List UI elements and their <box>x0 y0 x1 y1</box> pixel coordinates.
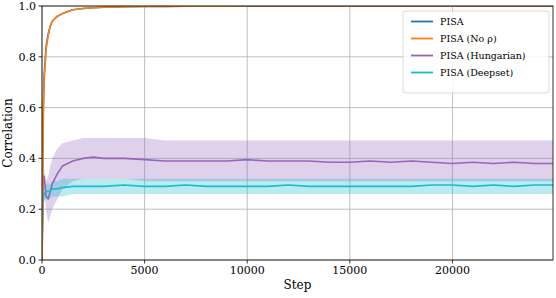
x-tick <box>452 260 453 264</box>
x-tick-label: 10000 <box>230 264 265 277</box>
legend-swatch <box>411 55 433 57</box>
x-grid-line <box>247 6 248 260</box>
y-grid-line <box>42 209 553 210</box>
y-tick <box>39 209 43 210</box>
y-tick <box>39 158 43 159</box>
x-grid-line <box>144 6 145 260</box>
chart-svg: 0 5000 10000 15000 20000 0.0 0.2 0.4 0.6 0.8 1.0 St… <box>0 0 556 298</box>
y-tick-label: 0.6 <box>19 102 37 115</box>
series-line <box>42 6 553 260</box>
x-grid-line <box>349 6 350 260</box>
y-tick-label: 1.0 <box>19 0 37 13</box>
legend-label: PISA (Hungarian) <box>440 50 526 61</box>
legend-label: PISA (Deepset) <box>440 67 513 78</box>
series-line <box>42 185 553 260</box>
series-line <box>42 157 553 260</box>
x-tick-label: 15000 <box>332 264 367 277</box>
x-tick <box>42 260 43 264</box>
band <box>42 138 553 260</box>
plot-frame <box>42 6 553 260</box>
x-tick <box>144 260 145 264</box>
x-tick-label: 20000 <box>435 264 470 277</box>
series-line <box>42 6 553 260</box>
legend-label: PISA <box>440 16 464 27</box>
y-tick <box>39 107 43 108</box>
legend-swatch <box>411 38 433 40</box>
x-tick-label: 5000 <box>131 264 159 277</box>
legend: PISA PISA (No ρ) PISA (Hungarian) PISA (Dee… <box>403 11 549 93</box>
x-tick <box>247 260 248 264</box>
y-tick-label: 0.2 <box>19 203 37 216</box>
x-tick-label: 0 <box>39 264 46 277</box>
y-grid-line <box>42 107 553 108</box>
legend-label: PISA (No ρ) <box>440 33 497 44</box>
legend-swatch <box>411 21 433 23</box>
legend-box <box>403 11 549 93</box>
x-tick <box>349 260 350 264</box>
y-axis-label: Correlation <box>1 98 15 168</box>
plot-area <box>42 6 553 260</box>
y-tick <box>39 260 43 261</box>
legend-swatch <box>411 72 433 74</box>
y-tick-label: 0.4 <box>19 152 37 165</box>
chart-container: 0 5000 10000 15000 20000 0.0 0.2 0.4 0.6 0.8 1.0 St… <box>0 0 556 298</box>
band <box>42 179 553 260</box>
x-axis-label: Step <box>284 278 312 292</box>
y-tick <box>39 6 43 7</box>
y-tick-label: 0.8 <box>19 51 37 64</box>
y-tick <box>39 56 43 57</box>
y-tick-label: 0.0 <box>19 254 37 267</box>
